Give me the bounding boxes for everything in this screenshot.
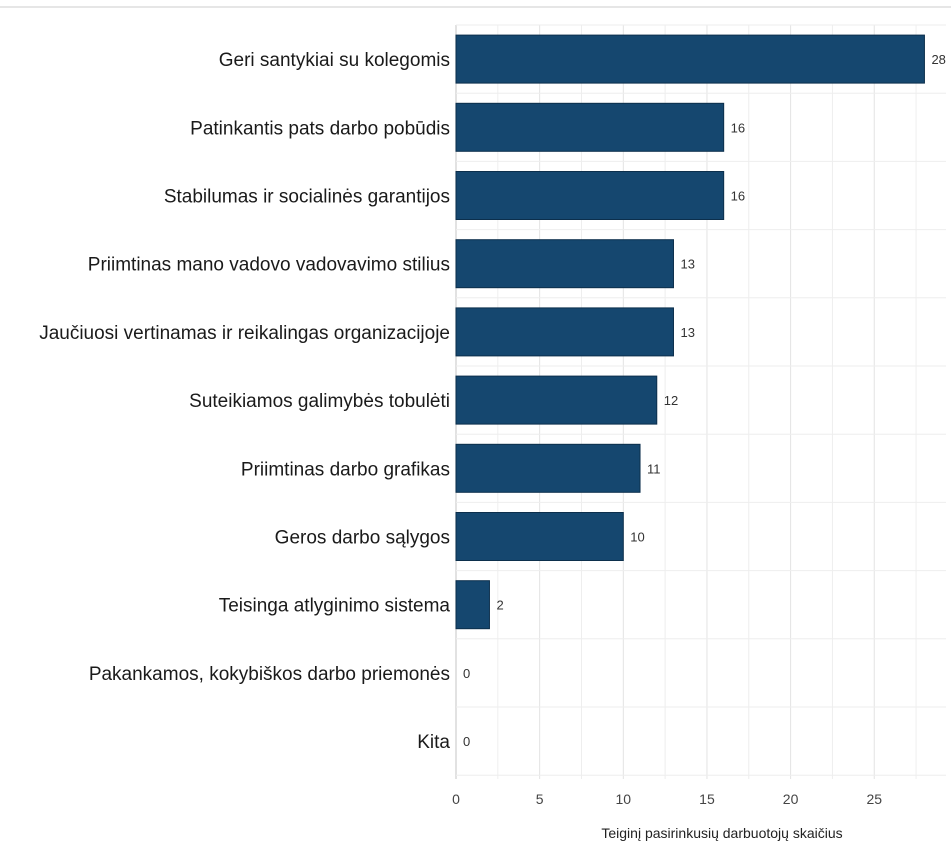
x-axis-title: Teiginį pasirinkusių darbuotojų skaičius bbox=[601, 825, 842, 841]
value-label: 28 bbox=[931, 52, 945, 67]
category-label: Jaučiuosi vertinamas ir reikalingas orga… bbox=[39, 323, 450, 344]
bar bbox=[455, 580, 490, 630]
value-label: 13 bbox=[680, 257, 694, 272]
bar bbox=[455, 375, 658, 425]
x-tick-label: 0 bbox=[452, 791, 460, 807]
value-label: 16 bbox=[731, 189, 745, 204]
value-label: 13 bbox=[680, 325, 694, 340]
bar bbox=[455, 512, 624, 561]
category-label: Suteikiamos galimybės tobulėti bbox=[189, 391, 450, 412]
bar bbox=[455, 239, 674, 289]
category-label: Geri santykiai su kolegomis bbox=[219, 50, 450, 71]
value-label: 16 bbox=[731, 120, 745, 135]
bar bbox=[455, 34, 925, 84]
bar bbox=[455, 443, 641, 493]
category-label: Priimtinas mano vadovo vadovavimo stiliu… bbox=[88, 255, 450, 276]
bar bbox=[455, 307, 674, 357]
bar bbox=[455, 171, 725, 220]
x-tick-label: 5 bbox=[536, 791, 544, 807]
grid-lines bbox=[455, 24, 946, 779]
value-label: 11 bbox=[647, 461, 661, 476]
category-label: Teisinga atlyginimo sistema bbox=[219, 596, 451, 617]
category-label: Priimtinas darbo grafikas bbox=[241, 459, 450, 480]
category-label: Kita bbox=[417, 732, 450, 753]
x-tick-label: 20 bbox=[783, 791, 799, 807]
x-tick-label: 10 bbox=[616, 791, 632, 807]
category-labels: Geri santykiai su kolegomis Patinkantis p… bbox=[39, 50, 450, 753]
bars bbox=[455, 34, 925, 630]
x-tick-labels: 0 5 10 15 20 25 bbox=[452, 791, 882, 807]
category-label: Patinkantis pats darbo pobūdis bbox=[190, 118, 450, 139]
value-label: 0 bbox=[463, 666, 470, 681]
value-label: 0 bbox=[463, 734, 470, 749]
top-divider bbox=[0, 6, 951, 8]
value-label: 2 bbox=[496, 598, 503, 613]
x-tick-label: 15 bbox=[699, 791, 715, 807]
category-label: Stabilumas ir socialinės garantijos bbox=[164, 187, 450, 208]
category-label: Pakankamos, kokybiškos darbo priemonės bbox=[89, 664, 450, 685]
value-label: 10 bbox=[630, 530, 644, 545]
category-label: Geros darbo sąlygos bbox=[275, 528, 450, 549]
value-labels: 28 16 16 13 13 12 11 10 2 0 0 bbox=[463, 52, 946, 749]
bar bbox=[455, 102, 725, 152]
value-label: 12 bbox=[664, 393, 678, 408]
x-tick-label: 25 bbox=[866, 791, 882, 807]
